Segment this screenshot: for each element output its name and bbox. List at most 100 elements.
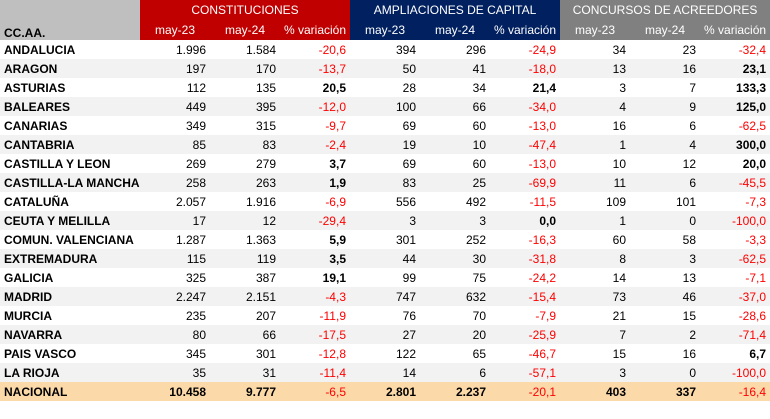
value-cell: 50 bbox=[350, 59, 420, 78]
value-cell: 99 bbox=[402, 270, 416, 285]
variation-cell: -46,7 bbox=[528, 346, 557, 361]
value-cell: 27 bbox=[350, 325, 420, 344]
value-cell: 4 bbox=[560, 97, 631, 116]
companies-statistics-table: CC.AA. CONSTITUCIONES AMPLIACIONES DE CA… bbox=[0, 0, 770, 401]
value-cell: 556 bbox=[395, 194, 416, 209]
value-cell: 16 bbox=[612, 118, 627, 133]
value-cell: 8 bbox=[560, 249, 631, 268]
variation-cell: -69,9 bbox=[490, 173, 561, 192]
value-cell: 1.916 bbox=[245, 194, 276, 209]
table-row: PAIS VASCO 345 301 -12,8 122 65 -46,7 15 16 6,7 bbox=[0, 344, 770, 363]
table-row: CASTILLA-LA MANCHA 258 263 1,9 83 25 -69,9 11 6-… bbox=[0, 173, 770, 192]
value-cell: 28 bbox=[402, 80, 416, 95]
variation-cell: 300,0 bbox=[700, 135, 770, 154]
value-cell: 4 bbox=[630, 135, 701, 154]
variation-cell: -13,7 bbox=[280, 59, 350, 78]
value-cell: 197 bbox=[140, 59, 210, 78]
variation-cell: -28,6 bbox=[738, 308, 767, 323]
table-row: CANARIAS 349 315 -9,7 69 60 -13,0 16 6 -62,5 bbox=[0, 116, 770, 135]
region-name: ARAGON bbox=[0, 59, 140, 78]
value-cell: 3 bbox=[350, 211, 420, 230]
value-cell: 101 bbox=[676, 194, 697, 209]
value-cell: 1 bbox=[560, 211, 631, 230]
subcolumn-header: % variación bbox=[280, 20, 350, 40]
value-cell: 301 bbox=[255, 346, 276, 361]
value-cell: 296 bbox=[465, 42, 486, 57]
table-row: CATALUÑA 2.057 1.916 -6,9 556 492 -11,5 109 101 -… bbox=[0, 192, 770, 211]
value-cell: 7 bbox=[560, 325, 631, 344]
value-cell: 112 bbox=[186, 80, 206, 95]
variation-cell: -20,1 bbox=[490, 382, 561, 401]
variation-cell: -31,8 bbox=[490, 249, 561, 268]
value-cell: 0 bbox=[630, 363, 701, 382]
value-cell: 34 bbox=[612, 42, 627, 57]
variation-cell: 21,4 bbox=[532, 80, 557, 95]
variation-cell: -16,4 bbox=[700, 382, 770, 401]
variation-cell: 6,7 bbox=[749, 346, 767, 361]
region-name: EXTREMADURA bbox=[0, 249, 140, 268]
value-cell: 17 bbox=[140, 211, 210, 230]
value-cell: 122 bbox=[395, 346, 416, 361]
value-cell: 85 bbox=[140, 135, 210, 154]
subcolumn-header: may-24 bbox=[210, 20, 280, 40]
value-cell: 394 bbox=[395, 42, 416, 57]
value-cell: 747 bbox=[350, 287, 420, 306]
value-cell: 12 bbox=[210, 211, 280, 230]
table-row: CANTABRIA 85 83 -2,4 19 10 -47,4 1 4 300,0 bbox=[0, 135, 770, 154]
value-cell: 15 bbox=[612, 346, 627, 361]
value-cell: 3 bbox=[560, 363, 631, 382]
variation-cell: -45,5 bbox=[700, 173, 770, 192]
variation-cell: -7,3 bbox=[745, 194, 767, 209]
region-name: CANTABRIA bbox=[0, 135, 140, 154]
group-header-ampliaciones: AMPLIACIONES DE CAPITAL bbox=[350, 0, 561, 20]
variation-cell: 0,0 bbox=[490, 211, 561, 230]
value-cell: 16 bbox=[682, 346, 697, 361]
value-cell: 14 bbox=[350, 363, 420, 382]
value-cell: 6 bbox=[689, 118, 697, 133]
subcolumn-header: may-23 bbox=[350, 20, 420, 40]
subcolumn-header: % variación bbox=[490, 20, 561, 40]
region-name: ASTURIAS bbox=[4, 80, 66, 95]
variation-cell: -12,0 bbox=[280, 97, 350, 116]
variation-cell: 20,5 bbox=[322, 80, 346, 95]
value-cell: 66 bbox=[210, 325, 280, 344]
value-cell: 76 bbox=[402, 308, 416, 323]
subcolumn-header: may-24 bbox=[630, 20, 701, 40]
value-cell: 109 bbox=[606, 194, 627, 209]
region-name: MADRID bbox=[0, 287, 140, 306]
value-cell: 60 bbox=[612, 232, 627, 247]
value-cell: 279 bbox=[255, 156, 276, 171]
value-cell: 10 bbox=[420, 135, 490, 154]
variation-cell: -62,5 bbox=[700, 249, 770, 268]
variation-cell: -9,7 bbox=[325, 118, 346, 133]
variation-cell: -34,0 bbox=[490, 97, 561, 116]
value-cell: 11 bbox=[560, 173, 631, 192]
value-cell: 315 bbox=[255, 118, 276, 133]
value-cell: 258 bbox=[140, 173, 210, 192]
value-cell: 115 bbox=[140, 249, 210, 268]
variation-cell: -18,0 bbox=[490, 59, 561, 78]
table-row: ASTURIAS 112 135 20,5 28 34 21,4 3 7 133,3 bbox=[0, 78, 770, 97]
value-cell: 3 bbox=[420, 211, 490, 230]
value-cell: 1 bbox=[560, 135, 631, 154]
value-cell: 1.584 bbox=[245, 42, 276, 57]
value-cell: 23 bbox=[682, 42, 697, 57]
region-name: LA RIOJA bbox=[0, 363, 140, 382]
variation-cell: -37,0 bbox=[700, 287, 770, 306]
variation-cell: -7,9 bbox=[535, 308, 557, 323]
value-cell: 2 bbox=[630, 325, 701, 344]
variation-cell: -62,5 bbox=[738, 118, 767, 133]
variation-cell: -7,1 bbox=[745, 270, 767, 285]
value-cell: 7 bbox=[689, 80, 697, 95]
variation-cell: -11,4 bbox=[280, 363, 350, 382]
subcolumn-header: % variación bbox=[700, 20, 770, 40]
value-cell: 21 bbox=[612, 308, 627, 323]
value-cell: 3 bbox=[630, 249, 701, 268]
table-row: ARAGON 197 170 -13,7 50 41 -18,0 13 16 23,1 bbox=[0, 59, 770, 78]
value-cell: 10 bbox=[612, 156, 627, 171]
value-cell: 263 bbox=[210, 173, 280, 192]
variation-cell: 5,9 bbox=[329, 232, 346, 247]
value-cell: 9 bbox=[630, 97, 701, 116]
variation-cell: -12,8 bbox=[318, 346, 346, 361]
subcolumn-header: may-23 bbox=[140, 20, 210, 40]
